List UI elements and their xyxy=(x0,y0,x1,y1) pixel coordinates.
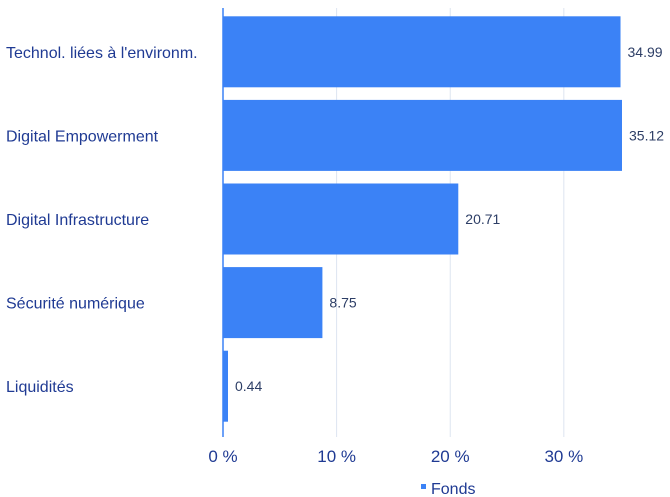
category-label: Sécurité numérique xyxy=(6,296,145,313)
category-label: Digital Empowerment xyxy=(6,128,159,145)
category-labels: Technol. liées à l'environm. Digital Empo… xyxy=(6,45,198,396)
value-labels: 34.99 35.12 20.71 8.75 0.44 xyxy=(235,44,664,394)
legend-swatch xyxy=(421,484,426,489)
bar[interactable] xyxy=(223,267,323,339)
bar[interactable] xyxy=(223,350,228,422)
value-label: 20.71 xyxy=(465,211,500,227)
category-label: Technol. liées à l'environm. xyxy=(6,45,198,62)
category-label: Digital Infrastructure xyxy=(6,212,149,229)
x-axis-ticks: 0 % 10 % 20 % 30 % xyxy=(208,447,583,466)
x-tick-label: 10 % xyxy=(317,447,356,466)
legend[interactable]: Fonds xyxy=(421,481,475,497)
bar[interactable] xyxy=(223,16,621,88)
value-label: 34.99 xyxy=(628,44,663,60)
bar[interactable] xyxy=(223,99,622,171)
legend-label-fonds: Fonds xyxy=(431,481,475,497)
bars xyxy=(223,16,622,422)
value-label: 35.12 xyxy=(629,127,664,143)
x-tick-label: 30 % xyxy=(544,447,583,466)
x-tick-label: 20 % xyxy=(431,447,470,466)
x-tick-label: 0 % xyxy=(208,447,237,466)
value-label: 0.44 xyxy=(235,378,262,394)
category-label: Liquidités xyxy=(6,379,74,396)
value-label: 8.75 xyxy=(329,295,356,311)
bar[interactable] xyxy=(223,183,459,255)
